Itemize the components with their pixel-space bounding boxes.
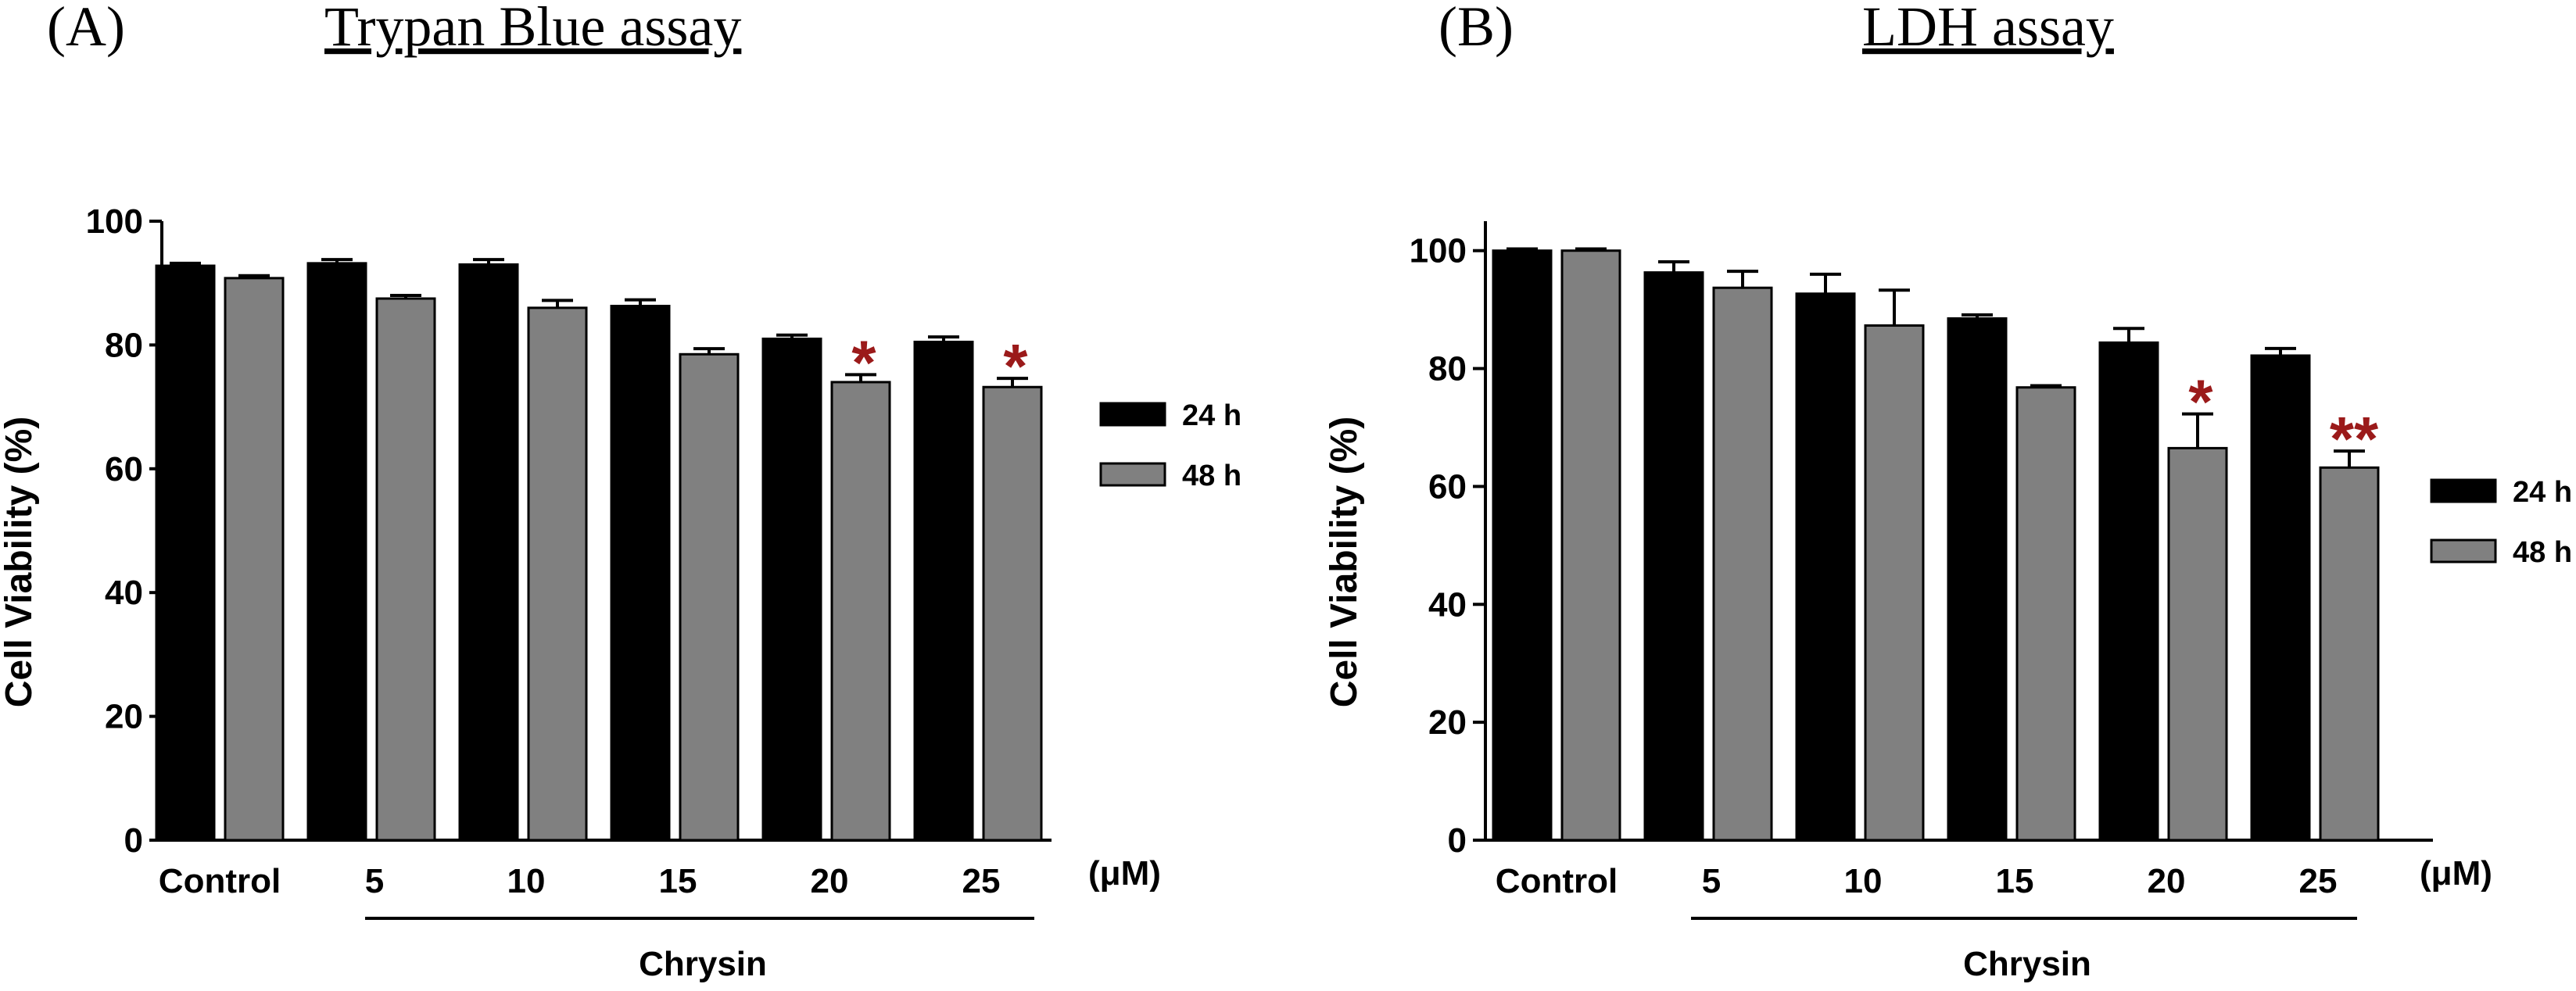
panel-a-y-tick-label: 20 (105, 698, 143, 736)
panel-b-bar-24h-control (1492, 249, 1553, 842)
panel-a-x-tick-label-10: 10 (507, 862, 546, 900)
panel-b-bar-24h-20 (2098, 341, 2159, 842)
panel-b-bar-24h-5 (1643, 271, 1704, 842)
panel-a-bar-48h-25 (982, 385, 1043, 842)
panel-b-y-tick-label: 100 (1410, 232, 1467, 270)
panel-b-bar-24h-10 (1795, 292, 1856, 842)
panel-a-bar-24h-10 (458, 263, 519, 842)
panel-b-bar-24h-25 (2250, 354, 2311, 842)
panel-b-legend-label-24h: 24 h (2513, 476, 2572, 509)
panel-b-significance-20: * (2188, 367, 2213, 437)
panel-b-significance-25: ** (2330, 404, 2379, 474)
panel-a-significance-25: * (1003, 331, 1028, 401)
panel-a-label: (A) (47, 0, 125, 58)
panel-b-chart: (B) LDH assay 0 20 40 60 80 100 Cell Viability (… (1324, 0, 2572, 983)
panel-a-x-tick-label-5: 5 (365, 862, 384, 900)
panel-a-y-tick-label: 80 (105, 326, 143, 364)
panel-b-bar-48h-20 (2167, 446, 2228, 842)
panel-a-bar-24h-control (155, 264, 216, 842)
panel-a-bar-48h-5 (375, 297, 436, 842)
panel-b-y-tick-label: 80 (1428, 350, 1467, 388)
panel-b-legend-swatch-24h (2430, 478, 2497, 503)
panel-b-bar-48h-10 (1864, 324, 1925, 842)
panel-a-bar-48h-10 (527, 306, 588, 842)
panel-a-title: Trypan Blue assay (324, 0, 741, 58)
panel-a-group-label: Chrysin (639, 945, 767, 983)
panel-a-legend-swatch-24h (1099, 402, 1166, 427)
panel-a-bar-24h-15 (610, 305, 671, 842)
panel-b-unit-label: (μM) (2420, 854, 2492, 893)
panel-a-bar-48h-15 (679, 352, 740, 842)
panel-a-bar-24h-20 (761, 337, 822, 842)
panel-b-y-tick-label: 40 (1428, 585, 1467, 624)
panel-b-bar-24h-15 (1947, 317, 2008, 842)
panel-b-x-tick-label-25: 25 (2299, 862, 2338, 900)
panel-b-legend-label-48h: 48 h (2513, 536, 2572, 569)
panel-a-chart: (A) Trypan Blue assay 0 20 40 60 80 100 Cell Via… (0, 0, 1241, 983)
panel-b-y-tick-label: 20 (1428, 703, 1467, 742)
panel-a-x-tick-label-control: Control (159, 862, 281, 900)
panel-a-legend-swatch-48h (1099, 462, 1166, 487)
panel-b-group-label: Chrysin (1963, 945, 2091, 983)
panel-a-y-axis-label: Cell Viability (%) (0, 417, 40, 708)
panel-b-bar-48h-15 (2015, 386, 2076, 842)
panel-a-bar-24h-25 (913, 340, 974, 842)
panel-a-significance-20: * (851, 327, 876, 397)
panel-a-bar-24h-5 (306, 262, 367, 842)
panel-b-x-tick-label-20: 20 (2148, 862, 2186, 900)
panel-b-bar-48h-25 (2319, 466, 2380, 842)
panel-b-label: (B) (1438, 0, 1514, 58)
panel-a-legend-label-48h: 48 h (1182, 460, 1241, 492)
panel-b-x-tick-label-5: 5 (1702, 862, 1721, 900)
panel-b-bar-48h-5 (1712, 286, 1773, 842)
panel-b-title: LDH assay (1862, 0, 2114, 58)
panel-a-y-tick-label: 0 (124, 821, 143, 860)
panel-b-y-tick-label: 60 (1428, 467, 1467, 506)
panel-b-x-tick-label-15: 15 (1996, 862, 2034, 900)
panel-b-x-tick-label-control: Control (1496, 862, 1618, 900)
panel-a-bar-48h-control (224, 277, 285, 842)
panel-a-legend-label-24h: 24 h (1182, 399, 1241, 432)
panel-a-y-tick-label: 60 (105, 450, 143, 488)
panel-b-legend-swatch-48h (2430, 538, 2497, 563)
panel-a-bar-48h-20 (830, 381, 891, 842)
panel-b-y-axis-label: Cell Viability (%) (1324, 417, 1365, 708)
panel-a-x-tick-label-25: 25 (962, 862, 1001, 900)
panel-a-unit-label: (μM) (1088, 854, 1161, 893)
panel-a-y-tick-label: 100 (86, 202, 143, 241)
panel-a-x-tick-label-15: 15 (659, 862, 697, 900)
panel-a-x-tick-label-20: 20 (811, 862, 849, 900)
panel-b-y-tick-label: 0 (1448, 821, 1467, 860)
panel-a-y-tick-label: 40 (105, 574, 143, 612)
panel-b-bar-48h-control (1560, 249, 1621, 842)
panel-b-x-tick-label-10: 10 (1844, 862, 1883, 900)
